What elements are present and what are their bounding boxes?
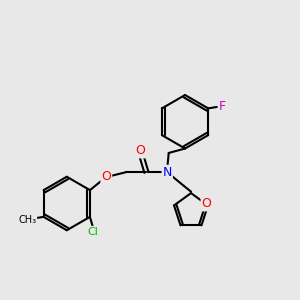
Text: O: O bbox=[136, 144, 146, 158]
Text: O: O bbox=[202, 197, 212, 210]
Text: O: O bbox=[101, 170, 111, 183]
Text: Cl: Cl bbox=[88, 227, 98, 237]
Text: F: F bbox=[219, 100, 226, 113]
Text: N: N bbox=[163, 166, 172, 179]
Text: CH₃: CH₃ bbox=[18, 215, 36, 225]
